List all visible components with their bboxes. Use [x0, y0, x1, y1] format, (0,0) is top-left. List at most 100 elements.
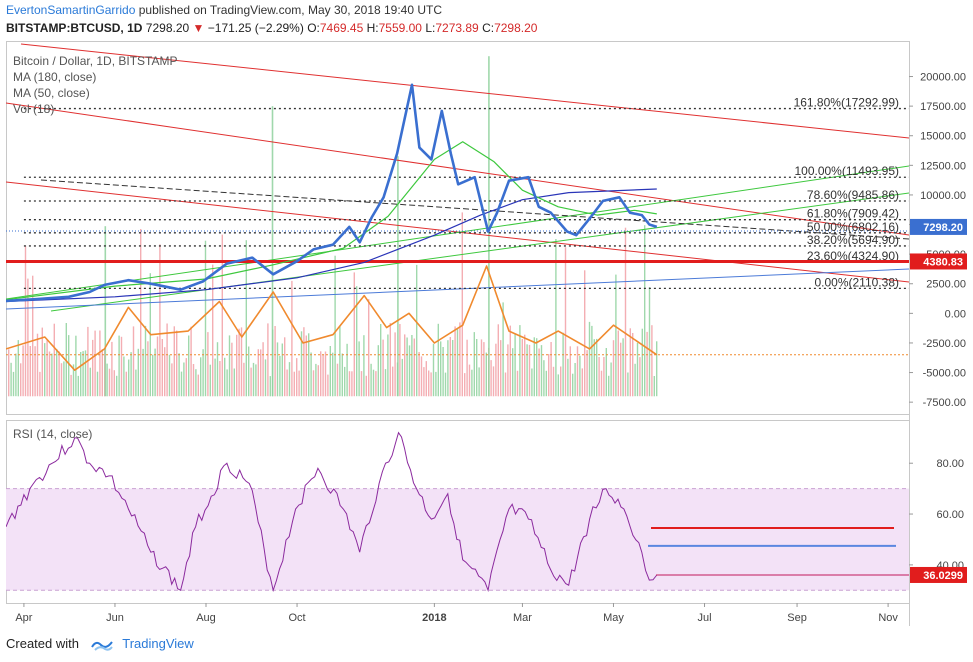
volume-bar	[591, 325, 593, 397]
volume-bar	[147, 341, 149, 397]
volume-bar	[197, 374, 199, 397]
volume-bar	[389, 323, 391, 397]
volume-bar	[538, 348, 540, 397]
volume-bar	[543, 360, 545, 397]
volume-bar	[82, 351, 84, 397]
volume-bar	[324, 351, 327, 397]
tradingview-link[interactable]: TradingView	[122, 636, 194, 651]
volume-bar	[123, 356, 125, 397]
volume-bar	[574, 363, 576, 397]
volume-bar	[461, 212, 463, 397]
volume-bar	[548, 354, 550, 397]
symbol-name: BITSTAMP:BTCUSD, 1D	[6, 21, 143, 35]
volume-bar	[293, 371, 295, 397]
volume-bar	[125, 371, 127, 397]
volume-bar	[576, 346, 579, 397]
volume-bar	[135, 369, 137, 397]
volume-bar	[596, 338, 598, 397]
volume-bar	[512, 348, 514, 397]
volume-bar	[636, 342, 639, 397]
volume-bar	[600, 370, 603, 397]
volume-bar	[80, 352, 82, 397]
x-tick-label: Nov	[878, 612, 898, 624]
volume-bar	[140, 229, 142, 397]
volume-bar	[89, 367, 91, 397]
volume-bar	[406, 337, 408, 397]
chart-svg[interactable]: 161.80%(17292.99) 100.00%(11493.95) 78.60%…	[5, 41, 969, 626]
volume-bar	[130, 352, 132, 397]
volume-bar	[96, 371, 99, 397]
rsi-line	[5, 431, 658, 593]
volume-bar	[120, 336, 123, 397]
author-link[interactable]: EvertonSamartinGarrido	[6, 3, 136, 17]
x-tick-label: Sep	[787, 612, 807, 624]
volume-bar	[142, 348, 144, 397]
volume-bar	[336, 363, 339, 397]
volume-bar	[420, 356, 423, 397]
volume-bar	[569, 346, 571, 397]
y-tick-label: 2500.00	[926, 279, 966, 291]
volume-bar	[291, 280, 293, 397]
volume-bar	[262, 342, 264, 397]
support-level-badge: 4380.83	[923, 256, 963, 268]
volume-bar	[116, 375, 118, 397]
volume-bar	[161, 339, 163, 397]
volume-bar	[492, 366, 495, 397]
volume-bar	[154, 348, 156, 397]
legend: Bitcoin / Dollar, 1D, BITSTAMP MA (180, …	[13, 54, 178, 441]
volume-bar	[65, 323, 67, 397]
y-tick-label: -5000.00	[923, 368, 966, 380]
volume-bar	[106, 363, 108, 397]
volume-bar	[269, 376, 271, 397]
volume-bar	[286, 369, 288, 397]
volume-bar	[404, 334, 406, 397]
volume-bar	[473, 332, 475, 397]
volume-bar	[610, 362, 612, 397]
volume-bar	[308, 333, 310, 397]
y-tick-label: 15000.00	[920, 131, 966, 143]
volume-bar	[648, 287, 651, 397]
legend-ma180: MA (180, close)	[13, 70, 96, 84]
ma50-line	[6, 141, 657, 301]
volume-bar	[202, 349, 204, 397]
volume-bar	[305, 335, 307, 397]
volume-bar	[411, 335, 413, 397]
volume-bar	[219, 361, 221, 397]
trendline-dashed	[40, 179, 909, 240]
volume-bar	[588, 321, 591, 397]
volume-bar	[442, 347, 444, 397]
rsi-current-badge: 36.0299	[923, 570, 963, 582]
chart-area[interactable]: 161.80%(17292.99) 100.00%(11493.95) 78.60%…	[5, 41, 969, 626]
volume-bar	[500, 340, 502, 397]
volume-bar	[276, 342, 279, 397]
x-tick-label: May	[603, 612, 624, 624]
volume-bar	[228, 335, 231, 397]
volume-bar	[466, 339, 468, 397]
high-value: 7559.00	[378, 21, 422, 35]
volume-bar	[216, 342, 219, 397]
volume-bar	[63, 361, 65, 397]
volume-bar	[24, 245, 27, 397]
publish-header: EvertonSamartinGarrido published on Trad…	[6, 3, 442, 17]
volume-bar	[612, 340, 615, 397]
x-tick-label: Jul	[697, 612, 711, 624]
publish-info: published on TradingView.com, May 30, 20…	[138, 3, 443, 17]
volume-bar	[36, 333, 39, 397]
volume-bar	[620, 342, 622, 397]
trendline-blue	[6, 268, 909, 310]
volume-bar	[480, 339, 483, 397]
volume-bar	[51, 353, 53, 397]
volume-bar	[322, 354, 324, 397]
volume-bar	[608, 375, 610, 397]
volume-bar	[310, 352, 312, 397]
volume-bar	[224, 357, 226, 397]
volume-bar	[72, 364, 75, 397]
volume-bar	[615, 274, 617, 397]
volume-bar	[353, 272, 355, 397]
volume-bar	[408, 345, 411, 397]
volume-bar	[384, 369, 387, 397]
volume-bar	[504, 372, 507, 397]
volume-bar	[584, 270, 586, 397]
volume-bar	[159, 244, 161, 397]
